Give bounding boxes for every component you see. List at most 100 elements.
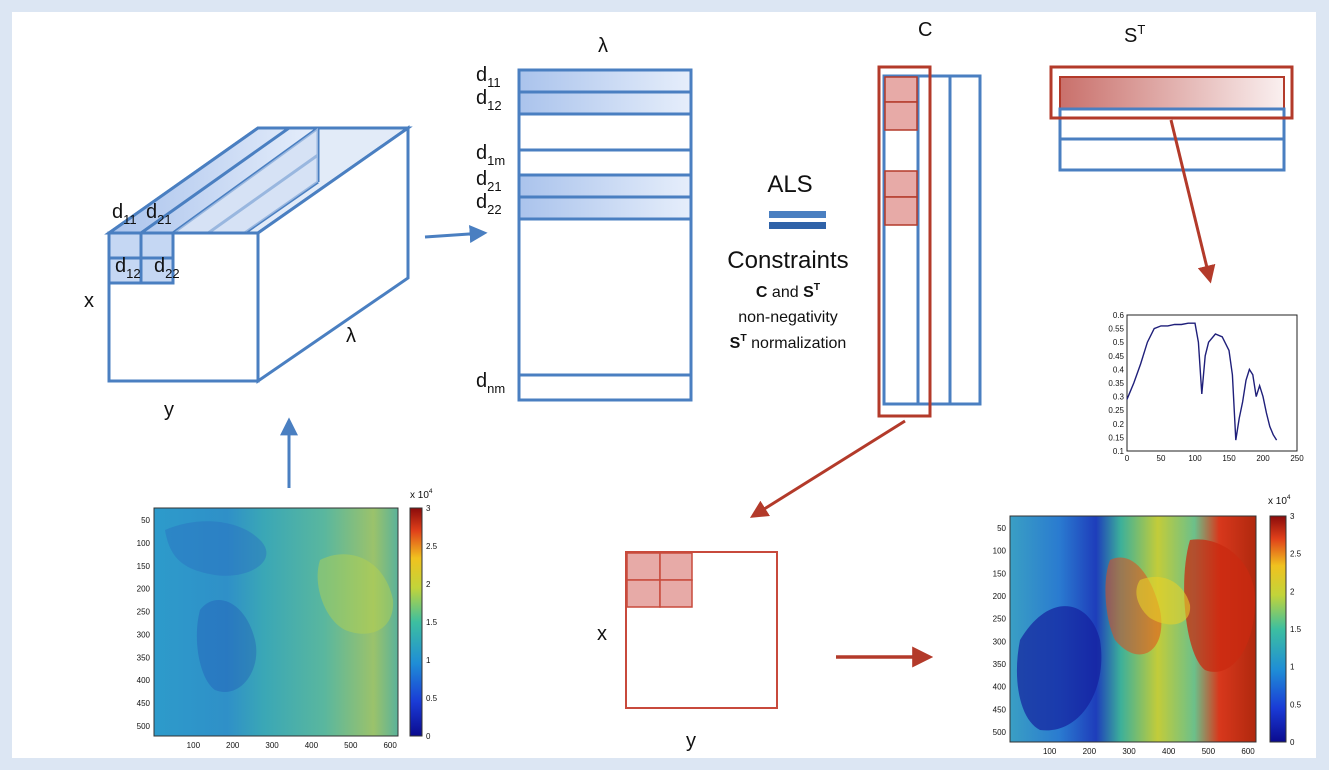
heatmap-colorbar-tick-label: 1 xyxy=(426,656,431,665)
heatmap-y-tick-label: 300 xyxy=(137,630,151,639)
constraint-line-3: ST normalization xyxy=(730,333,847,352)
heatmap-left-image xyxy=(154,508,398,736)
spectrum-series-line xyxy=(1126,322,1278,441)
heatmap-colorbar-tick-label: 0 xyxy=(426,732,431,741)
data-cube xyxy=(104,125,413,384)
matrix-d-label: d21 xyxy=(476,168,502,194)
heatmap-left-texture xyxy=(165,521,267,576)
heatmap-right-colorbar-scale: x 104 xyxy=(1268,494,1291,507)
concentration-map xyxy=(625,551,778,709)
map-cell xyxy=(659,579,693,608)
matrix-d-label: d22 xyxy=(476,191,502,217)
heatmap-x-tick-label: 400 xyxy=(305,741,319,750)
heatmap-y-tick-label: 500 xyxy=(993,728,1007,737)
heatmap-y-tick-label: 50 xyxy=(997,524,1006,533)
heatmap-colorbar-tick-label: 3 xyxy=(1290,512,1295,521)
matrix-d-title: λ xyxy=(598,35,608,57)
matrix-d-label: dnm xyxy=(476,370,505,396)
heatmap-y-tick-label: 450 xyxy=(137,699,151,708)
cube-label-d22: d22 xyxy=(154,255,180,281)
matrix-c-cell xyxy=(884,170,918,198)
heatmap-right-texture xyxy=(1016,606,1102,731)
heatmap-y-tick-label: 100 xyxy=(993,547,1007,556)
matrix-st-selection xyxy=(1049,65,1294,120)
map-cell xyxy=(626,579,661,608)
matrix-d xyxy=(517,68,693,402)
matrix-c-column-3 xyxy=(948,74,982,406)
matrix-st-row-1 xyxy=(1059,76,1285,110)
cube-strip-line xyxy=(140,126,290,235)
matrix-st xyxy=(1049,65,1294,172)
heatmap-y-tick-label: 150 xyxy=(993,569,1007,578)
matrix-c xyxy=(877,65,982,418)
heatmap-left-colorbar xyxy=(409,507,423,737)
heatmap-right: 50 100 150 200 250 300 350 400 450 500 100 200 300 4… xyxy=(993,512,1302,756)
cube-axis-x: x xyxy=(84,290,94,312)
heatmap-colorbar-tick-label: 2.5 xyxy=(426,542,438,551)
matrix-d-row-d21 xyxy=(517,173,693,199)
spectrum-y-tick-label: 0.2 xyxy=(1113,420,1125,429)
spectrum-y-tick-label: 0.55 xyxy=(1108,325,1124,334)
map-cell xyxy=(626,552,661,581)
matrix-st-row-3 xyxy=(1058,137,1286,172)
map-axis-y: y xyxy=(686,730,696,752)
heatmap-colorbar-tick-label: 1.5 xyxy=(426,618,438,627)
heatmap-y-tick-label: 250 xyxy=(137,608,151,617)
cube-label-d21: d21 xyxy=(146,201,172,227)
heatmap-y-tick-label: 450 xyxy=(993,705,1007,714)
heatmap-colorbar-tick-label: 3 xyxy=(426,504,431,513)
heatmap-x-tick-label: 200 xyxy=(226,741,240,750)
heatmap-x-tick-label: 500 xyxy=(344,741,358,750)
heatmap-left-colorbar-ticks: 0 0.5 1 1.5 2 2.5 3 xyxy=(426,504,438,741)
heatmap-y-tick-label: 400 xyxy=(137,676,151,685)
heatmap-colorbar-tick-label: 2 xyxy=(426,580,431,589)
heatmap-colorbar-tick-label: 1 xyxy=(1290,663,1295,672)
spectrum-y-tick-label: 0.25 xyxy=(1108,406,1124,415)
spectrum-y-tick-label: 0.4 xyxy=(1113,365,1125,374)
heatmap-y-tick-label: 250 xyxy=(993,615,1007,624)
heatmap-x-tick-label: 300 xyxy=(1122,747,1136,756)
cube-axis-y: y xyxy=(164,399,174,421)
heatmap-y-tick-label: 400 xyxy=(993,683,1007,692)
spectrum-y-tick-label: 0.6 xyxy=(1113,311,1125,320)
heatmap-y-tick-label: 50 xyxy=(141,516,150,525)
heatmap-y-tick-label: 150 xyxy=(137,562,151,571)
heatmap-x-tick-label: 500 xyxy=(1202,747,1216,756)
heatmap-x-tick-label: 100 xyxy=(187,741,201,750)
matrix-c-title: C xyxy=(918,19,932,41)
heatmap-colorbar-tick-label: 2 xyxy=(1290,587,1295,596)
als-equals-bar-top xyxy=(769,211,826,218)
heatmap-colorbar-tick-label: 0.5 xyxy=(426,694,438,703)
spectrum-x-tick-label: 250 xyxy=(1290,454,1304,463)
matrix-d-label: d11 xyxy=(476,64,501,90)
spectrum-y-tick-label: 0.45 xyxy=(1108,352,1124,361)
heatmap-y-tick-label: 200 xyxy=(137,585,151,594)
cube-label-d12: d12 xyxy=(115,255,141,281)
spectrum-x-tick-label: 100 xyxy=(1188,454,1202,463)
heatmap-x-tick-label: 600 xyxy=(383,741,397,750)
heatmap-right-texture xyxy=(1184,539,1255,672)
heatmap-y-tick-label: 350 xyxy=(137,653,151,662)
heatmap-y-tick-label: 200 xyxy=(993,592,1007,601)
heatmap-x-tick-label: 300 xyxy=(265,741,279,750)
heatmap-colorbar-tick-label: 2.5 xyxy=(1290,550,1302,559)
als-title: ALS xyxy=(767,171,812,198)
constraint-line-2: non-negativity xyxy=(738,309,838,326)
heatmap-y-tick-label: 100 xyxy=(137,539,151,548)
cube-axis-lambda: λ xyxy=(346,325,356,347)
cube-front-face xyxy=(107,231,260,383)
heatmap-x-tick-label: 100 xyxy=(1043,747,1057,756)
heatmap-left-y-ticks: 50 100 150 200 250 300 350 400 450 500 xyxy=(137,516,151,731)
heatmap-left-colorbar-scale: x 104 xyxy=(410,488,433,501)
matrix-st-title: ST xyxy=(1124,22,1145,47)
heatmap-y-tick-label: 500 xyxy=(137,722,151,731)
spectrum-plot: 0.1 0.15 0.2 0.25 0.3 0.35 0.4 0.45 0.5 0.55 0.6 0… xyxy=(1108,311,1304,463)
spectrum-y-tick-label: 0.5 xyxy=(1113,338,1125,347)
arrow-c-to-map xyxy=(749,419,906,518)
matrix-c-cell xyxy=(884,101,918,131)
heatmap-right-colorbar xyxy=(1269,515,1287,743)
als-equals-bar-bottom xyxy=(769,222,826,229)
matrix-c-selection xyxy=(877,65,932,418)
spectrum-x-tick-label: 150 xyxy=(1222,454,1236,463)
